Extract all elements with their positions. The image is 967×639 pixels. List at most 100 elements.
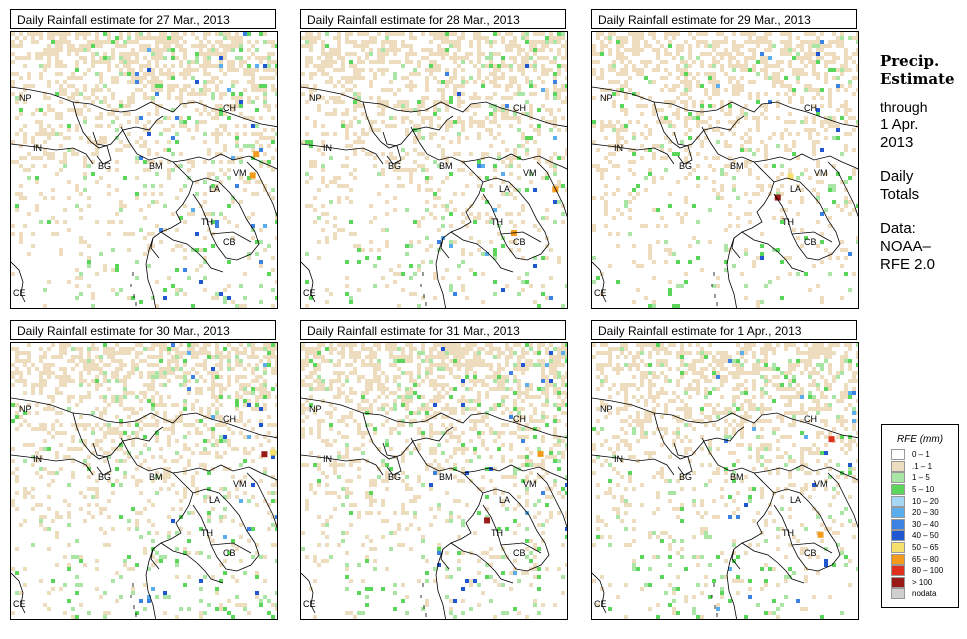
- country-label: VM: [523, 168, 537, 178]
- boundary-line: [592, 572, 607, 614]
- country-label: IN: [323, 143, 332, 153]
- country-label: NP: [600, 404, 613, 414]
- caption-through: through: [880, 99, 928, 115]
- boundary-line: [301, 397, 567, 439]
- boundary-line: [741, 542, 805, 584]
- boundary-line: [673, 442, 693, 476]
- country-label: IN: [323, 454, 332, 464]
- boundary-line: [172, 464, 277, 481]
- country-label: TH: [201, 528, 213, 538]
- boundary-line: [11, 86, 277, 128]
- boundary-line: [92, 131, 112, 165]
- legend-item: 65 – 80: [891, 553, 958, 565]
- legend-item: 40 – 50: [891, 530, 958, 542]
- boundary-line: [192, 177, 260, 261]
- caption-daily-line2: Totals: [880, 186, 920, 203]
- country-label: CH: [513, 414, 526, 424]
- country-label: CE: [594, 288, 607, 298]
- country-label: CB: [223, 237, 236, 247]
- boundary-line: [450, 231, 514, 273]
- caption-data-line3: RFE 2.0: [880, 256, 936, 273]
- country-label: VM: [523, 479, 537, 489]
- country-label: BM: [439, 161, 453, 171]
- boundary-line: [246, 472, 277, 529]
- rainfall-field: [592, 32, 858, 308]
- country-label: LA: [790, 495, 802, 505]
- rainfall-field: [301, 343, 567, 619]
- country-label: CE: [303, 288, 316, 298]
- legend-label: 40 – 50: [912, 531, 939, 541]
- country-label: BG: [388, 472, 402, 482]
- country-label: BG: [388, 161, 402, 171]
- legend-swatch: [891, 553, 905, 565]
- legend-item: 80 – 100: [891, 565, 958, 577]
- legend-item: 1 – 5: [891, 472, 958, 484]
- country-label: BM: [439, 472, 453, 482]
- country-label: NP: [600, 93, 613, 103]
- legend-label: .1 – 1: [912, 461, 933, 471]
- country-label: CE: [13, 288, 26, 298]
- country-label: IN: [33, 454, 42, 464]
- panel-title: Daily Rainfall estimate for 30 Mar., 201…: [10, 320, 276, 340]
- boundary-line: [160, 231, 224, 273]
- boundary-line: [462, 464, 567, 481]
- boundary-line: [741, 231, 805, 273]
- boundary-line: [791, 542, 833, 554]
- rainfall-map: NP CH IN BG BM VM LA TH CB CE: [300, 31, 568, 309]
- legend-swatch: [891, 565, 905, 577]
- legend-label: 20 – 30: [912, 508, 939, 518]
- country-label: TH: [201, 217, 213, 227]
- boundary-line: [246, 161, 277, 218]
- country-label: BG: [98, 161, 112, 171]
- boundary-line: [827, 472, 858, 529]
- boundary-line: [653, 412, 745, 460]
- boundary-line: [592, 261, 607, 303]
- boundary-line: [536, 472, 567, 529]
- panel-title: Daily Rainfall estimate for 29 Mar., 201…: [591, 9, 857, 29]
- rainfall-field: [301, 32, 567, 308]
- boundary-line: [301, 143, 384, 165]
- legend-swatch: [891, 518, 905, 530]
- panel-mar27: Daily Rainfall estimate for 27 Mar., 201…: [10, 9, 278, 309]
- legend-label: 50 – 65: [912, 543, 939, 553]
- boundary-line: [362, 101, 454, 149]
- boundary-line: [130, 583, 137, 617]
- rainfall-map: NP CH IN BG BM VM LA TH CB CE: [300, 342, 568, 620]
- boundary-line: [753, 464, 858, 481]
- boundary-line: [791, 231, 833, 243]
- boundary-line: [653, 101, 745, 149]
- boundary-line: [711, 583, 718, 617]
- boundary-line: [773, 488, 841, 572]
- boundary-line: [536, 161, 567, 218]
- panel-mar28: Daily Rainfall estimate for 28 Mar., 201…: [300, 9, 568, 309]
- country-label: BM: [149, 472, 163, 482]
- country-label: LA: [790, 184, 802, 194]
- country-label: NP: [309, 404, 322, 414]
- boundary-line: [11, 454, 94, 476]
- country-label: BM: [730, 161, 744, 171]
- boundary-line: [726, 237, 738, 308]
- legend-label: 80 – 100: [912, 566, 944, 576]
- boundary-line: [592, 397, 858, 439]
- boundary-line: [120, 126, 194, 259]
- country-label: NP: [19, 93, 32, 103]
- country-label: LA: [499, 495, 511, 505]
- boundary-line: [145, 548, 157, 619]
- country-label: BG: [98, 472, 112, 482]
- country-label: CE: [303, 599, 316, 609]
- boundary-line: [726, 548, 738, 619]
- boundary-line: [420, 583, 427, 617]
- legend-item: 30 – 40: [891, 518, 958, 531]
- panel-title: Daily Rainfall estimate for 1 Apr., 2013: [591, 320, 857, 340]
- boundary-line: [145, 237, 157, 308]
- legend-item: nodata: [891, 588, 958, 600]
- caption-title-line2: Estimate: [880, 70, 955, 88]
- boundary-line: [11, 397, 277, 439]
- legend-swatch: [891, 495, 905, 507]
- boundary-line: [435, 548, 447, 619]
- boundary-line: [11, 143, 94, 165]
- boundary-line: [500, 542, 542, 554]
- boundary-line: [410, 126, 484, 259]
- panel-title: Daily Rainfall estimate for 31 Mar., 201…: [300, 320, 566, 340]
- country-label: CH: [513, 103, 526, 113]
